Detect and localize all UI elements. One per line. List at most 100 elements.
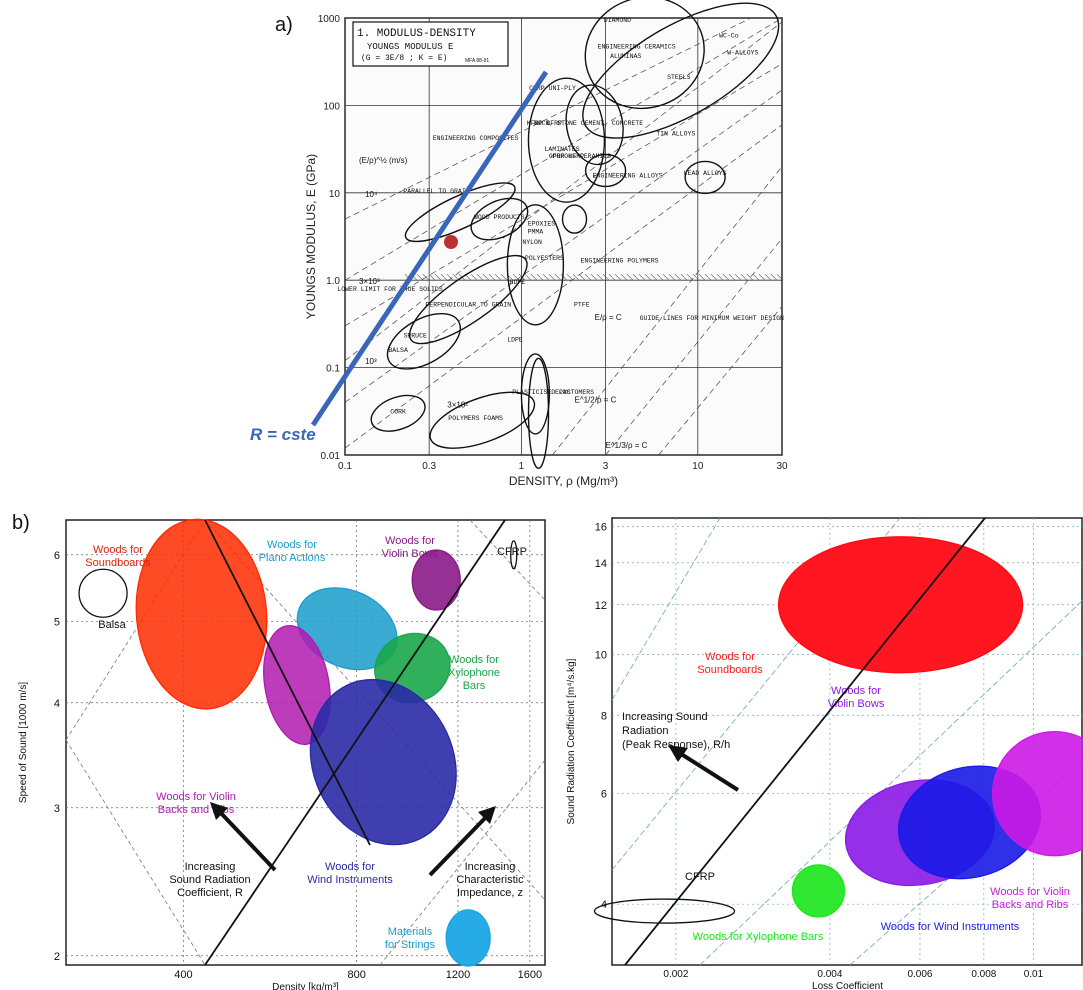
hatch-mark: [530, 273, 538, 281]
region-label-line: Woods for Violin: [156, 791, 236, 803]
y-tick-label: 4: [54, 698, 60, 710]
hatch-mark: [584, 273, 592, 281]
region-ellipse: [445, 909, 491, 967]
hatch-mark: [422, 273, 430, 281]
hatch-mark: [446, 273, 454, 281]
family-label: TIN ALLOYS: [656, 131, 695, 138]
region-label: Woods for Soundboards: [85, 544, 151, 569]
arrow-shaft: [428, 813, 490, 877]
hatch-mark: [668, 273, 676, 281]
guideline: [849, 759, 1083, 966]
family-label: NYLON: [522, 239, 542, 246]
family-label: ELASTOMERS: [555, 389, 594, 396]
family-label: PMMA: [528, 229, 544, 236]
region-label: CFRP: [685, 871, 715, 883]
family-label: GFRP KFRP: [549, 153, 584, 160]
impedance-line: [204, 519, 506, 966]
y-tick-label: 16: [595, 521, 607, 533]
y-axis-label-c: Sound Radiation Coefficient [m⁴/s.kg]: [566, 658, 577, 824]
y-tick-label: 1.0: [326, 276, 340, 287]
guideline: [344, 63, 783, 327]
family-label: GUIDE LINES FOR MINIMUM WEIGHT DESIGN: [640, 315, 784, 322]
y-axis-label-a: YOUNGS MODULUS, E (GPa): [304, 154, 318, 319]
annotation-text: Increasing Sound Radiation (Peak Response)…: [622, 711, 730, 751]
guideline: [469, 519, 546, 601]
y-tick-label: 1000: [318, 14, 341, 25]
hatch-mark: [620, 273, 628, 281]
region-ellipse: [374, 632, 451, 704]
region-label: Balsa: [98, 619, 126, 631]
region-label-line: Materials: [388, 926, 433, 938]
hatch-mark: [506, 273, 514, 281]
hatch-mark: [524, 273, 532, 281]
region-label-line: Piano Actions: [259, 552, 326, 564]
region-ellipse: [777, 536, 1024, 674]
annotation-line: (Peak Response), R/h: [622, 739, 730, 751]
family-label: WOOD PRODUCTS: [474, 214, 525, 221]
region-label-line: Woods for: [831, 685, 881, 697]
x-tick-label: 3: [603, 461, 609, 472]
chart-subtitle2-a: (G = 3E/8 ; K = E): [361, 54, 447, 63]
guideline: [611, 517, 721, 701]
y-tick-label: 14: [595, 558, 607, 570]
guideline: [605, 238, 783, 456]
region-ellipse: [263, 624, 331, 745]
guideline: [552, 166, 783, 456]
annotation-line: Sound Radiation: [169, 874, 250, 886]
family-label: W-ALLOYS: [727, 50, 758, 57]
family-label: ROCK, STONE CEMENT, CONCRETE: [534, 120, 643, 127]
family-label: KFRP BFRP: [527, 120, 562, 127]
y-tick-label: 100: [323, 101, 340, 112]
family-label: BALSA: [388, 347, 408, 354]
region-ellipse: [135, 518, 268, 710]
plot-frame-b: [65, 519, 546, 966]
speed-label: 3×10²: [447, 400, 468, 409]
region-label-line: for Strings: [385, 939, 436, 951]
guideline-label: E^1/2/ρ = C: [575, 395, 617, 404]
region-label: Woods for Piano Actions: [259, 539, 326, 564]
family-label: LDPE: [507, 336, 523, 343]
family-label: ALUMINAS: [610, 53, 641, 60]
speed-label: 10³: [365, 357, 377, 366]
hatch-mark: [686, 273, 694, 281]
x-tick-label: 0.008: [971, 969, 996, 980]
x-tick-label: 1200: [446, 969, 470, 981]
woods-marker: [444, 235, 458, 249]
region-label: Woods for Violin Backs and Ribs: [990, 886, 1070, 911]
region-label-line: Violin Bows: [828, 698, 885, 710]
panel-b-label: b): [12, 512, 30, 534]
hatch-mark: [680, 273, 688, 281]
hatch-mark: [746, 273, 754, 281]
guideline: [344, 17, 752, 220]
x-tick-label: 0.002: [663, 969, 688, 980]
hatch-mark: [452, 273, 460, 281]
x-tick-label: 1600: [518, 969, 542, 981]
region-label-line: Woods for Wind Instruments: [881, 921, 1020, 933]
hatch-mark: [488, 273, 496, 281]
annotation-line: Increasing: [465, 861, 516, 873]
chart-subtitle-a: YOUNGS MODULUS E: [367, 42, 453, 52]
hatch-mark: [764, 273, 772, 281]
speed-label: (E/ρ)^½ (m/s): [359, 156, 408, 165]
region-label-line: CFRP: [497, 546, 527, 558]
family-label: PERPENDICULAR TO GRAIN: [425, 302, 511, 309]
annotation-line: Increasing Sound: [622, 711, 708, 723]
hatch-mark: [602, 273, 610, 281]
hatch-mark: [596, 273, 604, 281]
family-label: WC-Co: [719, 32, 739, 39]
hatch-mark: [566, 273, 574, 281]
material-envelope: [386, 312, 461, 370]
y-tick-label: 10: [329, 189, 341, 200]
family-label: SPRUCE: [403, 333, 427, 340]
region-label: Woods for Violin Bows: [382, 535, 439, 560]
hatch-mark: [770, 273, 778, 281]
y-axis-label-b: Speed of Sound [1000 m/s]: [18, 682, 29, 803]
chart-title-a: 1. MODULUS-DENSITY: [357, 28, 476, 40]
sound-radiation-line: [204, 519, 371, 846]
hatch-mark: [590, 273, 598, 281]
region-label: Woods for Violin Backs and Ribs: [156, 791, 236, 816]
hatch-mark: [434, 273, 442, 281]
family-label: POLYMERS FOAMS: [448, 415, 503, 422]
hatch-mark: [656, 273, 664, 281]
guideline: [65, 739, 206, 966]
